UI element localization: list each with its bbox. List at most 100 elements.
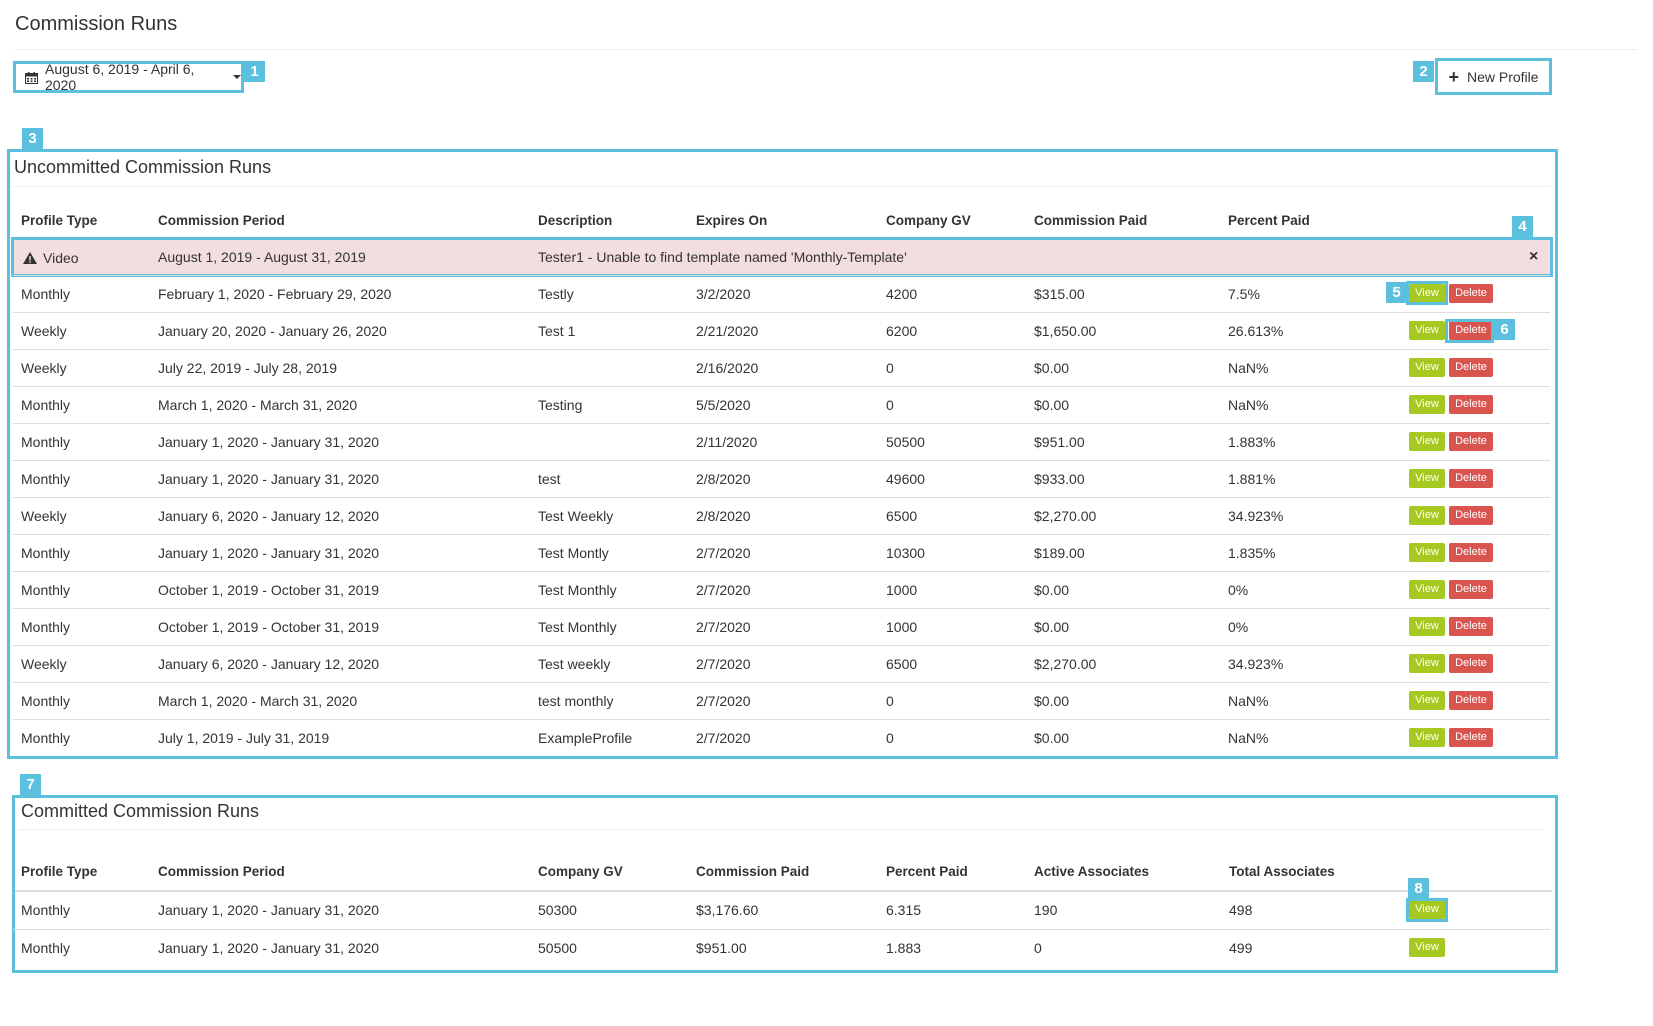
cell-commission-paid: $189.00 — [1034, 545, 1085, 561]
cell-company-gv: 4200 — [886, 286, 918, 302]
cell-expires-on: 2/7/2020 — [696, 730, 751, 746]
view-button[interactable]: View — [1409, 617, 1445, 636]
delete-button[interactable]: Delete — [1449, 543, 1493, 562]
table-row: Weekly January 6, 2020 - January 12, 2020… — [13, 645, 1550, 682]
new-profile-label: New Profile — [1466, 68, 1539, 85]
cell-commission-paid: $0.00 — [1034, 693, 1070, 709]
view-button[interactable]: View — [1409, 691, 1445, 710]
cell-percent-paid: NaN% — [1228, 397, 1269, 413]
delete-button[interactable]: Delete — [1449, 358, 1493, 377]
cell-percent-paid: 1.883 — [886, 940, 922, 956]
warning-icon — [23, 240, 37, 264]
cell-total-associates: 498 — [1229, 902, 1253, 918]
delete-button[interactable]: Delete — [1449, 395, 1493, 414]
cell-commission-period: January 20, 2020 - January 26, 2020 — [158, 323, 387, 339]
cell-profile-type: Monthly — [21, 619, 71, 635]
uncommitted-section-title: Uncommitted Commission Runs — [14, 157, 272, 177]
view-button[interactable]: View — [1409, 358, 1445, 377]
date-range-picker[interactable]: August 6, 2019 - April 6, 2020 — [16, 61, 241, 93]
view-button[interactable]: View — [1409, 469, 1445, 488]
cell-company-gv: 50500 — [886, 434, 925, 450]
cell-description: Testly — [538, 286, 574, 302]
page-title: Commission Runs — [15, 13, 178, 35]
callout-box-5 — [1406, 281, 1448, 305]
delete-button[interactable]: Delete — [1449, 654, 1493, 673]
cell-description: Test weekly — [538, 656, 611, 672]
error-row-message: Tester1 - Unable to find template named … — [538, 249, 907, 265]
cell-active-associates: 190 — [1034, 902, 1058, 918]
cell-percent-paid: 6.315 — [886, 902, 922, 918]
cell-expires-on: 2/8/2020 — [696, 471, 751, 487]
delete-button[interactable]: Delete — [1449, 321, 1493, 340]
close-icon[interactable]: × — [1529, 248, 1539, 265]
column-header-profile-type: Profile Type — [21, 864, 98, 879]
view-button[interactable]: View — [1409, 321, 1445, 340]
cell-commission-paid: $0.00 — [1034, 582, 1070, 598]
view-button[interactable]: View — [1409, 938, 1445, 957]
delete-button[interactable]: Delete — [1449, 580, 1493, 599]
uncommitted-table-header: Profile Type Commission Period Descripti… — [0, 213, 1650, 243]
cell-percent-paid: 1.883% — [1228, 434, 1276, 450]
new-profile-button[interactable]: + New Profile — [1438, 61, 1549, 92]
cell-profile-type: Weekly — [21, 656, 67, 672]
view-button[interactable]: View — [1409, 432, 1445, 451]
cell-commission-period: February 1, 2020 - February 29, 2020 — [158, 286, 392, 302]
table-row: Weekly July 22, 2019 - July 28, 2019 2/16/… — [13, 349, 1550, 386]
cell-description: Testing — [538, 397, 583, 413]
cell-commission-period: October 1, 2019 - October 31, 2019 — [158, 582, 380, 598]
view-button[interactable]: View — [1409, 395, 1445, 414]
callout-number-8: 8 — [1408, 878, 1429, 899]
view-button[interactable]: View — [1409, 506, 1445, 525]
cell-percent-paid: 0% — [1228, 582, 1249, 598]
table-row: Monthly January 1, 2020 - January 31, 202… — [13, 892, 1550, 929]
cell-company-gv: 10300 — [886, 545, 925, 561]
delete-button[interactable]: Delete — [1449, 728, 1493, 747]
column-header-company-gv: Company GV — [886, 213, 971, 228]
cell-profile-type: Weekly — [21, 323, 67, 339]
cell-percent-paid: NaN% — [1228, 693, 1269, 709]
view-button[interactable]: View — [1409, 654, 1445, 673]
cell-commission-paid: $2,270.00 — [1034, 508, 1097, 524]
callout-box-2 — [1435, 58, 1552, 95]
view-button[interactable]: View — [1409, 728, 1445, 747]
column-header-percent-paid: Percent Paid — [1228, 213, 1310, 228]
cell-company-gv: 1000 — [886, 619, 918, 635]
cell-commission-paid: $951.00 — [696, 940, 747, 956]
committed-header-divider — [15, 890, 1552, 892]
delete-button[interactable]: Delete — [1449, 469, 1493, 488]
cell-commission-paid: $3,176.60 — [696, 902, 759, 918]
cell-commission-period: January 6, 2020 - January 12, 2020 — [158, 656, 380, 672]
view-button[interactable]: View — [1409, 900, 1445, 919]
cell-profile-type: Monthly — [21, 693, 71, 709]
cell-profile-type: Monthly — [21, 397, 71, 413]
column-header-percent-paid: Percent Paid — [886, 864, 968, 879]
callout-box-7 — [12, 795, 1558, 973]
cell-profile-type: Monthly — [21, 730, 71, 746]
delete-button[interactable]: Delete — [1449, 691, 1493, 710]
table-row: Monthly January 1, 2020 - January 31, 202… — [13, 929, 1550, 966]
cell-expires-on: 2/7/2020 — [696, 656, 751, 672]
column-header-company-gv: Company GV — [538, 864, 623, 879]
cell-commission-paid: $0.00 — [1034, 397, 1070, 413]
delete-button[interactable]: Delete — [1449, 284, 1493, 303]
table-row: Weekly January 6, 2020 - January 12, 2020… — [13, 497, 1550, 534]
view-button[interactable]: View — [1409, 580, 1445, 599]
column-header-commission-paid: Commission Paid — [696, 864, 810, 879]
delete-button[interactable]: Delete — [1449, 617, 1493, 636]
cell-percent-paid: 34.923% — [1228, 508, 1284, 524]
cell-expires-on: 2/7/2020 — [696, 693, 751, 709]
cell-commission-period: January 1, 2020 - January 31, 2020 — [158, 434, 380, 450]
view-button[interactable]: View — [1409, 543, 1445, 562]
callout-number-3: 3 — [22, 128, 43, 149]
table-row: Monthly October 1, 2019 - October 31, 201… — [13, 571, 1550, 608]
cell-commission-paid: $1,650.00 — [1034, 323, 1097, 339]
cell-expires-on: 2/7/2020 — [696, 545, 751, 561]
delete-button[interactable]: Delete — [1449, 506, 1493, 525]
cell-expires-on: 2/21/2020 — [696, 323, 759, 339]
delete-button[interactable]: Delete — [1449, 432, 1493, 451]
cell-profile-type: Weekly — [21, 508, 67, 524]
cell-commission-period: July 22, 2019 - July 28, 2019 — [158, 360, 338, 376]
table-row: Monthly October 1, 2019 - October 31, 201… — [13, 608, 1550, 645]
view-button[interactable]: View — [1409, 284, 1445, 303]
cell-commission-period: July 1, 2019 - July 31, 2019 — [158, 730, 330, 746]
